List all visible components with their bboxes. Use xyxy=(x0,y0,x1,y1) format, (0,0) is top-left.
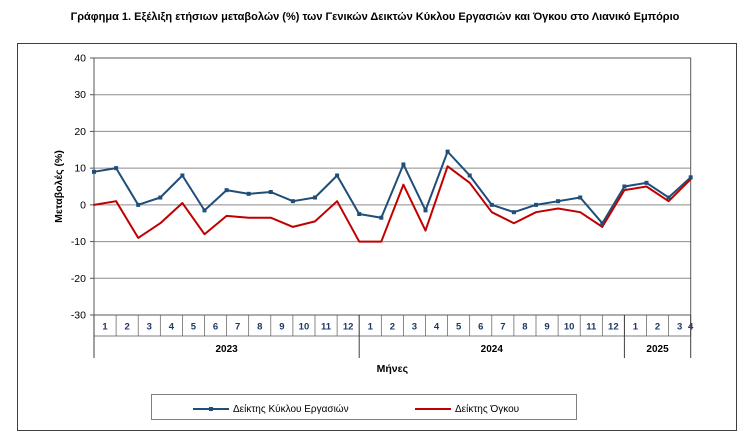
svg-text:8: 8 xyxy=(522,322,527,333)
svg-text:9: 9 xyxy=(279,322,284,333)
svg-text:6: 6 xyxy=(213,322,218,333)
svg-text:40: 40 xyxy=(74,53,86,65)
svg-text:3: 3 xyxy=(677,322,682,333)
svg-text:12: 12 xyxy=(608,322,619,333)
svg-text:-10: -10 xyxy=(71,236,86,248)
svg-text:3: 3 xyxy=(147,322,152,333)
svg-text:1: 1 xyxy=(102,322,108,333)
svg-text:5: 5 xyxy=(191,322,197,333)
svg-text:3: 3 xyxy=(412,322,417,333)
svg-text:10: 10 xyxy=(74,163,86,175)
svg-text:5: 5 xyxy=(456,322,462,333)
svg-text:Μεταβολές (%): Μεταβολές (%) xyxy=(53,150,65,223)
svg-text:4: 4 xyxy=(169,322,175,333)
svg-text:0: 0 xyxy=(80,199,86,211)
svg-text:Μήνες: Μήνες xyxy=(377,363,409,375)
svg-text:7: 7 xyxy=(235,322,240,333)
svg-text:2: 2 xyxy=(655,322,660,333)
svg-text:9: 9 xyxy=(544,322,549,333)
svg-text:30: 30 xyxy=(74,89,86,101)
svg-text:11: 11 xyxy=(321,322,332,333)
svg-text:2023: 2023 xyxy=(215,344,238,355)
svg-text:2: 2 xyxy=(125,322,130,333)
svg-text:1: 1 xyxy=(633,322,639,333)
svg-text:2025: 2025 xyxy=(646,344,669,355)
svg-text:4: 4 xyxy=(434,322,440,333)
svg-text:-30: -30 xyxy=(71,310,86,322)
svg-text:8: 8 xyxy=(257,322,262,333)
svg-text:6: 6 xyxy=(478,322,483,333)
svg-text:1: 1 xyxy=(368,322,374,333)
svg-text:-20: -20 xyxy=(71,273,86,285)
svg-text:11: 11 xyxy=(586,322,597,333)
svg-text:2: 2 xyxy=(390,322,395,333)
svg-text:7: 7 xyxy=(500,322,505,333)
svg-text:12: 12 xyxy=(343,322,354,333)
svg-text:10: 10 xyxy=(299,322,310,333)
svg-text:10: 10 xyxy=(564,322,575,333)
svg-text:20: 20 xyxy=(74,126,86,138)
svg-text:2024: 2024 xyxy=(481,344,504,355)
